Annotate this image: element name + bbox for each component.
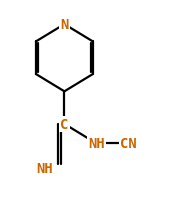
Text: NH: NH <box>37 161 53 175</box>
Text: NH: NH <box>88 136 105 151</box>
Text: N: N <box>60 18 69 32</box>
Text: CN: CN <box>120 136 136 151</box>
Text: C: C <box>60 117 69 131</box>
